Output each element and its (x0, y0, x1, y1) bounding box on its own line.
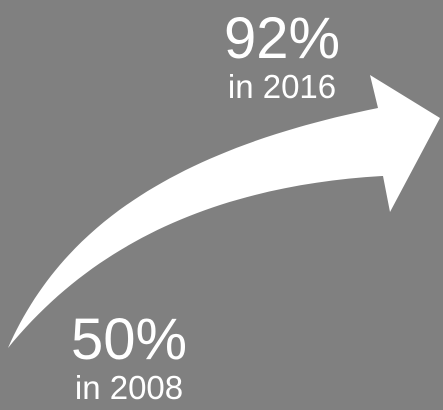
start-stat: 50% in 2008 (54, 307, 204, 406)
end-stat: 92% in 2016 (207, 6, 357, 105)
end-year-label: in 2016 (227, 68, 337, 105)
start-percentage: 50% (70, 307, 188, 372)
start-year-label: in 2008 (74, 369, 184, 406)
end-percentage: 92% (223, 6, 341, 71)
